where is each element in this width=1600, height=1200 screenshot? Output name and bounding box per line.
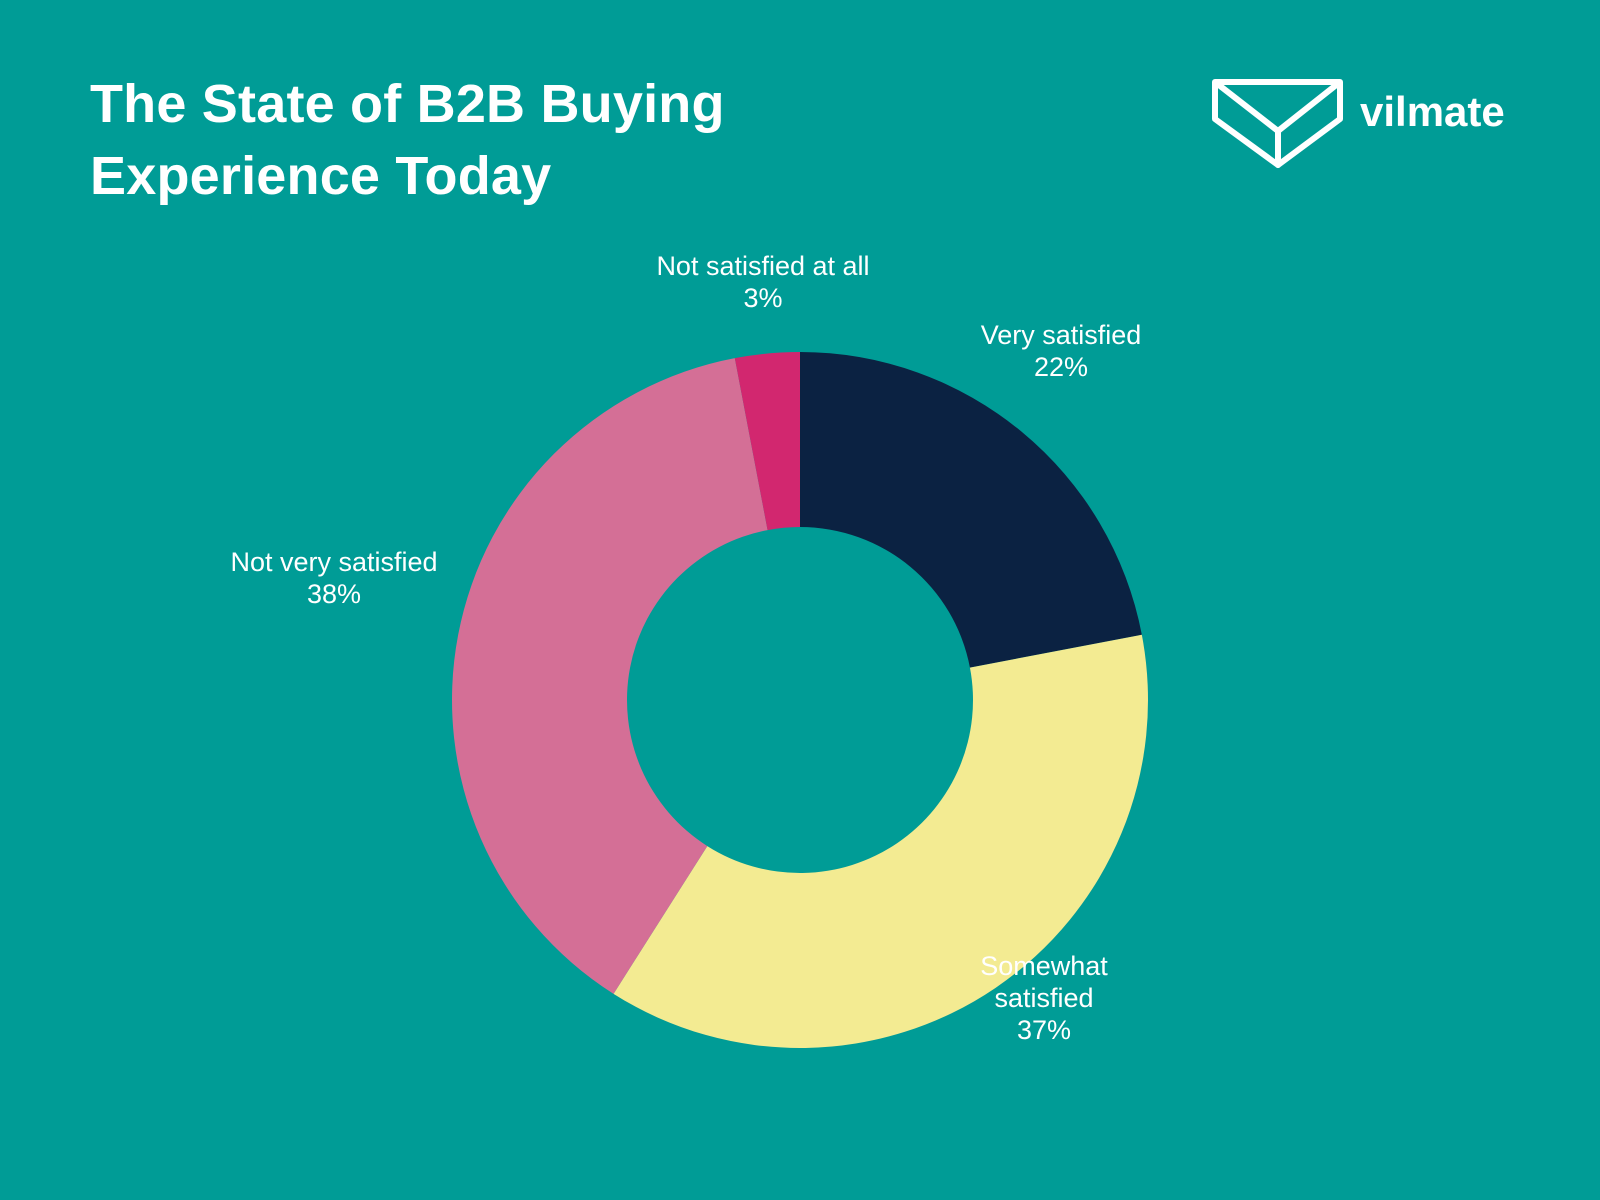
slice-value-label: 38% [307,579,361,609]
box-icon [1212,79,1343,168]
slice-not-satisfied-at-all [734,352,800,531]
slice-value-label: 22% [1034,352,1088,382]
slice-category-label: satisfied [994,983,1093,1013]
slice-value-label: 37% [1017,1015,1071,1045]
page-title: The State of B2B Buying Experience Today [90,68,910,212]
page-title-line-1: The State of B2B Buying [90,74,725,134]
slice-very-satisfied [800,352,1142,668]
slice-value-label: 3% [743,283,782,313]
slice-not-very-satisfied [452,358,768,994]
page-title-line-2: Experience Today [90,146,552,206]
slice-category-label: Very satisfied [981,320,1142,350]
vilmate-logo: vilmate [1212,76,1532,171]
logo-wordmark: vilmate [1360,88,1505,135]
slice-category-label: Not very satisfied [230,547,437,577]
slice-category-label: Not satisfied at all [656,251,869,281]
slice-category-label: Somewhat [980,951,1108,981]
slice-somewhat-satisfied [613,634,1148,1048]
